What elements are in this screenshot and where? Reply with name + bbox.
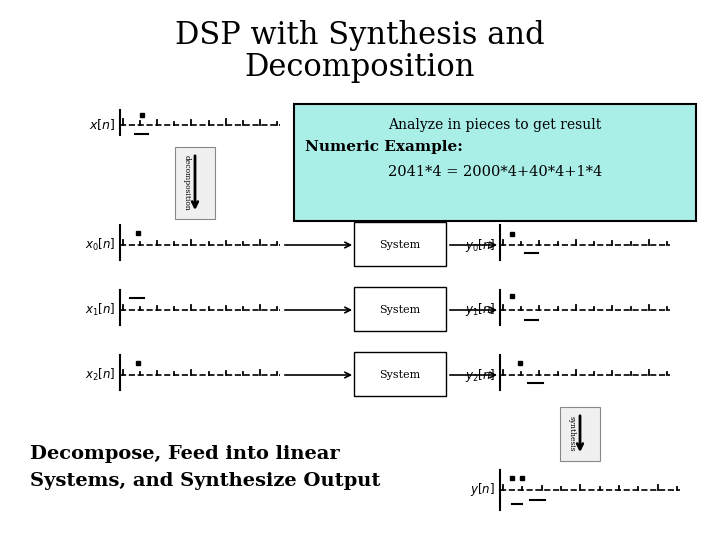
- Text: $x_0[n]$: $x_0[n]$: [84, 237, 115, 253]
- FancyBboxPatch shape: [354, 287, 446, 331]
- Text: System: System: [379, 240, 420, 250]
- Text: Numeric Example:: Numeric Example:: [305, 140, 463, 154]
- Text: synthesis: synthesis: [568, 416, 576, 452]
- Text: System: System: [379, 370, 420, 380]
- Text: $x_2[n]$: $x_2[n]$: [84, 367, 115, 383]
- FancyBboxPatch shape: [354, 222, 446, 266]
- Text: $x_1[n]$: $x_1[n]$: [84, 302, 115, 318]
- Text: Analyze in pieces to get result: Analyze in pieces to get result: [388, 118, 602, 132]
- Text: $y_2[n]$: $y_2[n]$: [464, 367, 495, 383]
- Text: $y[n]$: $y[n]$: [470, 482, 495, 498]
- Text: $x[n]$: $x[n]$: [89, 118, 115, 132]
- Text: Decompose, Feed into linear: Decompose, Feed into linear: [30, 445, 340, 463]
- FancyBboxPatch shape: [175, 147, 215, 219]
- Text: $y_0[n]$: $y_0[n]$: [464, 237, 495, 253]
- Text: $y_1[n]$: $y_1[n]$: [464, 301, 495, 319]
- Text: decomposition: decomposition: [183, 155, 191, 211]
- FancyBboxPatch shape: [354, 352, 446, 396]
- Text: System: System: [379, 305, 420, 315]
- FancyBboxPatch shape: [560, 407, 600, 461]
- FancyBboxPatch shape: [294, 104, 696, 221]
- Text: Decomposition: Decomposition: [245, 52, 475, 83]
- Text: Systems, and Synthesize Output: Systems, and Synthesize Output: [30, 472, 380, 490]
- Text: 2041*4 = 2000*4+40*4+1*4: 2041*4 = 2000*4+40*4+1*4: [388, 165, 602, 179]
- Text: DSP with Synthesis and: DSP with Synthesis and: [175, 20, 545, 51]
